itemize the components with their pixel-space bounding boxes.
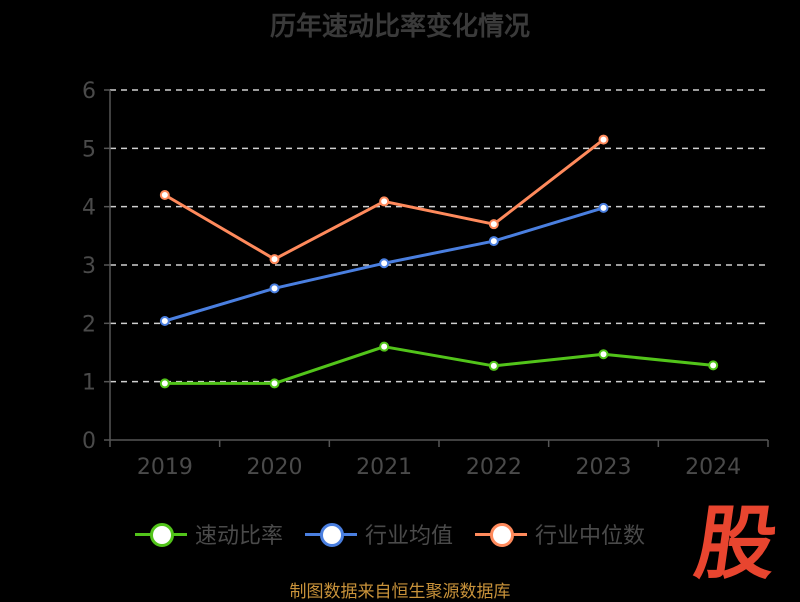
legend-label: 行业中位数 (535, 524, 646, 549)
y-tick-label: 1 (82, 371, 96, 396)
legend-symbol-icon (305, 518, 358, 550)
y-tick-label: 2 (82, 312, 96, 337)
series-0 (159, 341, 719, 389)
data-point[interactable] (598, 134, 609, 145)
legend-item-industry-average[interactable]: 行业均值 (305, 518, 453, 550)
data-point[interactable] (159, 316, 170, 326)
data-point[interactable] (379, 196, 390, 207)
legend-item-industry-median[interactable]: 行业中位数 (475, 518, 645, 550)
x-tick-label: 2023 (576, 455, 632, 480)
x-tick-label: 2019 (137, 455, 193, 480)
y-tick-label: 4 (82, 196, 96, 221)
data-point[interactable] (159, 378, 170, 389)
y-tick-label: 6 (82, 79, 96, 104)
legend: 速动比率 行业均值 行业中位数 (0, 518, 800, 550)
data-point[interactable] (598, 202, 609, 213)
data-point[interactable] (488, 360, 499, 371)
brand-logo: 股 (689, 497, 783, 590)
data-point[interactable] (379, 258, 390, 269)
data-point[interactable] (708, 360, 719, 371)
legend-item-quick-ratio[interactable]: 速动比率 (135, 518, 283, 550)
legend-label: 速动比率 (195, 524, 284, 549)
data-point[interactable] (598, 349, 609, 360)
y-tick-label: 3 (82, 254, 96, 279)
data-point[interactable] (488, 236, 499, 247)
series-line (164, 345, 714, 385)
legend-label: 行业均值 (365, 524, 454, 549)
source-note: 制图数据来自恒生聚源数据库 (289, 582, 511, 602)
y-tick-label: 5 (82, 137, 96, 162)
data-point[interactable] (488, 219, 499, 230)
axes: 0 1 2 3 4 5 6 2019 2020 2021 2022 2023 2024 (82, 79, 769, 480)
x-tick-label: 2021 (356, 455, 412, 480)
x-tick-label: 2020 (247, 455, 303, 480)
x-tick-label: 2022 (466, 455, 522, 480)
legend-symbol-icon (475, 518, 528, 550)
data-point[interactable] (379, 341, 390, 352)
x-tick-label: 2024 (685, 455, 741, 480)
series-lines (159, 134, 719, 389)
data-point[interactable] (269, 283, 280, 294)
data-point[interactable] (269, 254, 280, 265)
y-tick-label: 0 (82, 429, 96, 454)
data-point[interactable] (269, 378, 280, 389)
series-1 (159, 202, 609, 326)
series-2 (159, 134, 609, 265)
legend-symbol-icon (135, 518, 187, 550)
data-point[interactable] (159, 190, 170, 200)
chart-title: 历年速动比率变化情况 (269, 12, 530, 42)
grid-lines (110, 89, 768, 383)
